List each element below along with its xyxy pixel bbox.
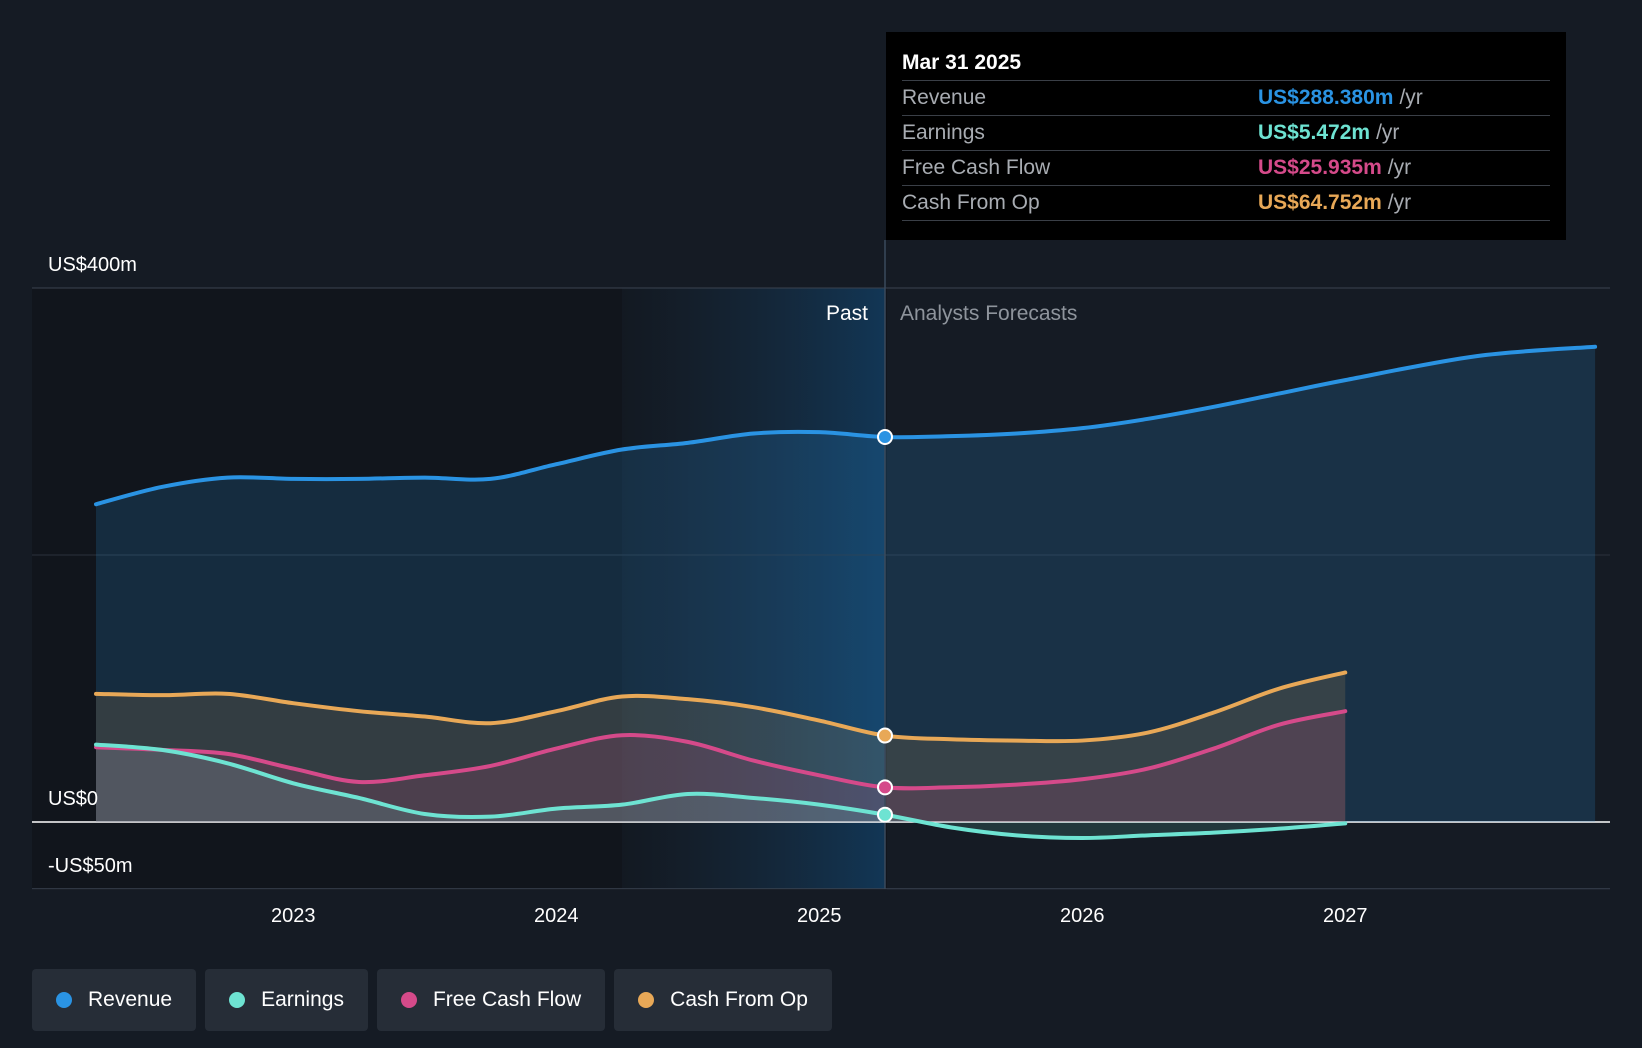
- x-axis-ticks: 2023 2024 2025 2026 2027: [271, 905, 1368, 927]
- area-free-cash-flow: [96, 711, 1346, 822]
- tooltip-row-cash-from-op: Cash From Op US$64.752m /yr: [902, 185, 1550, 221]
- line-revenue: [94, 344, 1598, 507]
- tooltip-date: Mar 31 2025: [902, 51, 1022, 74]
- legend-dot-icon: [400, 992, 417, 1008]
- tooltip: Mar 31 2025 Revenue US$288.380m /yr Earn…: [886, 32, 1566, 240]
- legend: Revenue Earnings Free Cash Flow Cash Fro…: [32, 969, 832, 1031]
- tooltip-row-earnings: Earnings US$5.472m /yr: [902, 115, 1550, 150]
- marker-earnings[interactable]: [877, 806, 893, 823]
- legend-dot-icon: [56, 992, 72, 1008]
- y-tick-label-top: US$400m: [48, 254, 137, 276]
- legend-label: Earnings: [261, 988, 344, 1011]
- tooltip-unit: /yr: [1399, 86, 1423, 109]
- legend-item-cash-from-op[interactable]: Cash From Op: [614, 969, 832, 1031]
- tooltip-row-free-cash-flow: Free Cash Flow US$25.935m /yr: [902, 150, 1550, 185]
- tooltip-value: US$288.380m: [1258, 86, 1394, 109]
- legend-label: Free Cash Flow: [432, 988, 582, 1011]
- tooltip-unit: /yr: [1376, 121, 1400, 144]
- marker-revenue[interactable]: [877, 429, 893, 446]
- line-free-cash-flow: [94, 709, 1348, 791]
- series-areas: [96, 346, 1596, 839]
- line-earnings: [94, 742, 1348, 841]
- tooltip-label: Cash From Op: [902, 191, 1040, 214]
- tooltip-value: US$64.752m: [1258, 191, 1382, 214]
- series-markers: [877, 429, 893, 823]
- legend-label: Cash From Op: [670, 988, 808, 1011]
- x-tick-2023: 2023: [271, 905, 316, 927]
- area-earnings: [96, 744, 1346, 839]
- series-lines: [94, 344, 1598, 841]
- legend-item-revenue[interactable]: Revenue: [32, 969, 197, 1031]
- tooltip-value: US$25.935m: [1258, 156, 1382, 179]
- gridlines: [32, 287, 1610, 890]
- legend-dot-icon: [638, 992, 655, 1008]
- y-tick-label-bottom: -US$50m: [48, 855, 132, 877]
- marker-cash-from-op[interactable]: [877, 727, 893, 744]
- tooltip-unit: /yr: [1387, 156, 1412, 179]
- area-revenue: [96, 346, 1596, 822]
- tooltip-value: US$5.472m: [1258, 121, 1371, 144]
- tooltip-unit: /yr: [1387, 191, 1412, 214]
- x-tick-2027: 2027: [1323, 905, 1368, 927]
- past-label: Past: [826, 302, 868, 325]
- x-tick-2024: 2024: [534, 905, 579, 927]
- highlight-band: [622, 288, 885, 889]
- tooltip-label: Free Cash Flow: [902, 156, 1051, 179]
- line-cash-from-op: [94, 670, 1348, 744]
- tooltip-row-revenue: Revenue US$288.380m /yr: [902, 80, 1550, 115]
- forecast-label: Analysts Forecasts: [900, 302, 1077, 325]
- x-tick-2025: 2025: [797, 905, 842, 927]
- legend-label: Revenue: [88, 988, 173, 1011]
- legend-item-earnings[interactable]: Earnings: [205, 969, 368, 1031]
- tooltip-label: Revenue: [902, 86, 987, 109]
- legend-dot-icon: [229, 992, 246, 1008]
- tooltip-label: Earnings: [902, 121, 985, 144]
- x-tick-2026: 2026: [1060, 905, 1105, 927]
- legend-item-free-cash-flow[interactable]: Free Cash Flow: [376, 969, 606, 1031]
- y-tick-label-zero: US$0: [48, 788, 98, 810]
- marker-free-cash-flow[interactable]: [877, 779, 893, 796]
